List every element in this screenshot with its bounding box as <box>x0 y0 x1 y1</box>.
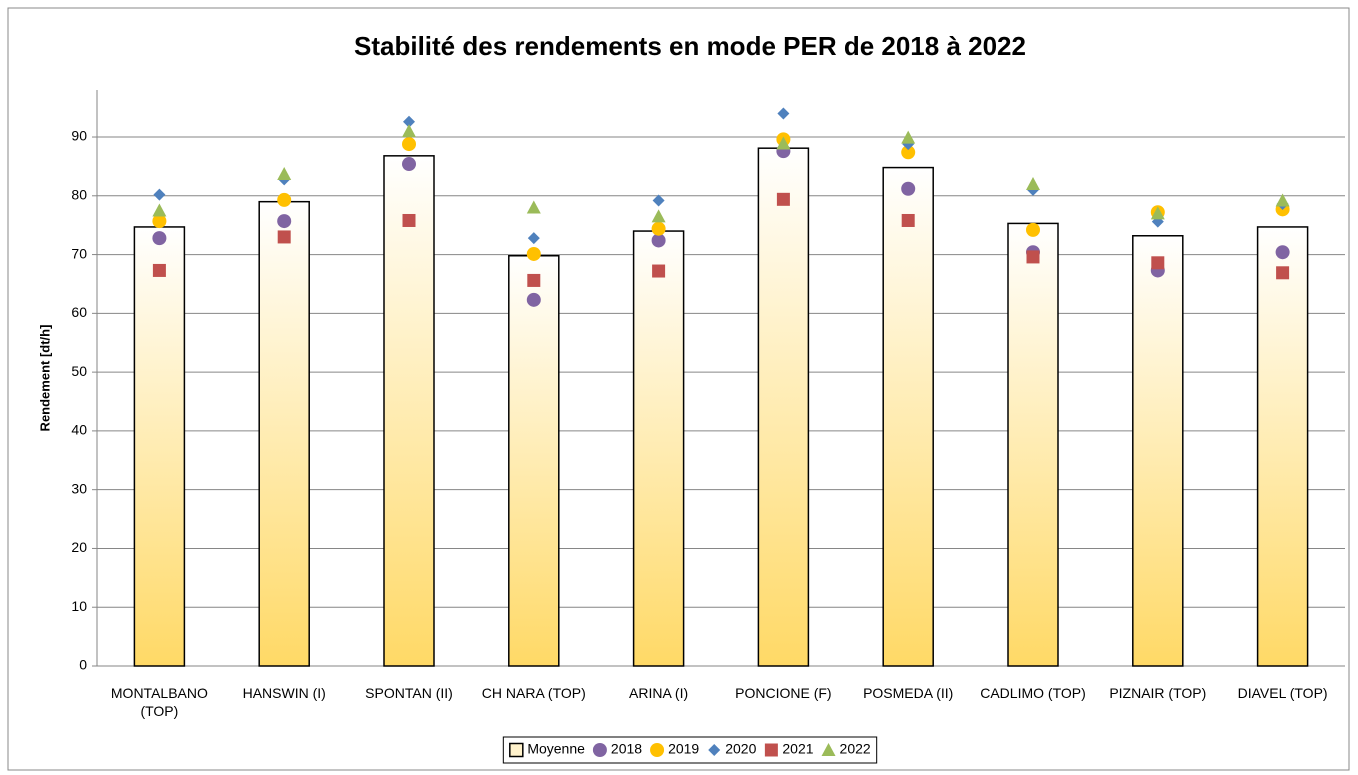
bar <box>1256 226 1309 667</box>
data-point <box>526 246 541 261</box>
data-point <box>277 214 292 229</box>
data-point <box>526 200 541 214</box>
x-tick-label: DIAVEL (TOP) <box>1237 685 1328 701</box>
x-tick-label: CH NARA (TOP) <box>481 685 586 701</box>
bar <box>133 226 186 667</box>
legend-swatch <box>821 743 836 756</box>
legend-swatch <box>509 742 524 758</box>
legend-swatch <box>764 743 778 757</box>
chart-title: Stabilité des rendements en mode PER de … <box>354 31 1026 61</box>
data-point <box>402 157 416 172</box>
data-point <box>776 136 791 150</box>
x-tick-label: MONTALBANO (TOP) <box>110 685 208 719</box>
data-point <box>402 137 416 152</box>
data-point <box>277 167 292 181</box>
legend: Moyenne 2018 2019 2020 2021 2022 <box>509 741 871 758</box>
data-point <box>277 230 291 244</box>
x-tick-label: HANSWIN (I) <box>242 685 326 701</box>
data-point <box>1275 193 1290 207</box>
y-tick-label: 80 <box>71 186 87 202</box>
data-point <box>527 273 541 287</box>
legend-label: 2022 <box>840 741 871 757</box>
data-point <box>901 145 916 160</box>
x-tick-label: PONCIONE (F) <box>735 685 832 701</box>
x-tick-label: CADLIMO (TOP) <box>980 685 1086 701</box>
data-point <box>152 231 167 246</box>
bar <box>1007 222 1059 667</box>
y-tick-label: 50 <box>71 363 87 379</box>
data-point <box>651 233 666 248</box>
y-tick-label: 10 <box>71 598 87 614</box>
y-tick-label: 60 <box>71 304 87 320</box>
data-point <box>152 214 167 229</box>
data-point <box>1275 245 1290 260</box>
data-point <box>153 188 166 201</box>
data-point <box>777 107 790 120</box>
data-point <box>776 192 790 206</box>
data-point <box>651 209 666 223</box>
y-tick-label: 70 <box>71 245 87 261</box>
bar <box>632 230 685 667</box>
legend-swatch <box>708 744 721 756</box>
x-tick-label: PIZNAIR (TOP) <box>1109 685 1207 701</box>
y-tick-label: 40 <box>71 422 87 438</box>
bar <box>1132 235 1184 667</box>
legend-label: Moyenne <box>527 741 585 757</box>
bar <box>383 155 435 667</box>
x-tick-label: SPONTAN (II) <box>365 685 453 701</box>
legend-label: 2021 <box>782 741 813 757</box>
y-tick-label: 0 <box>79 657 87 673</box>
data-point <box>277 192 292 207</box>
legend-label: 2018 <box>611 741 642 757</box>
data-point <box>152 263 166 277</box>
data-point <box>1026 222 1040 237</box>
data-point <box>402 213 416 227</box>
legend-swatch <box>592 743 607 757</box>
y-tick-label: 20 <box>71 539 87 555</box>
data-point <box>1276 266 1290 280</box>
legend-label: 2019 <box>668 741 699 757</box>
data-point <box>901 213 915 227</box>
data-point <box>1026 250 1040 264</box>
data-point <box>1150 206 1165 220</box>
data-point <box>652 194 665 207</box>
y-axis-label: Rendement [dt/h] <box>37 325 52 432</box>
x-tick-label: POSMEDA (II) <box>863 685 954 701</box>
data-point <box>403 115 415 128</box>
bar <box>757 147 810 667</box>
data-point <box>1151 256 1165 270</box>
y-tick-label: 30 <box>71 480 87 496</box>
y-tick-label: 90 <box>71 128 87 144</box>
data-point <box>651 221 666 236</box>
data-point <box>527 232 540 245</box>
data-point <box>152 203 167 217</box>
data-point <box>1026 177 1040 191</box>
data-point <box>402 124 416 138</box>
bar <box>258 200 310 667</box>
x-tick-label: ARINA (I) <box>629 685 689 701</box>
data-point <box>901 130 916 144</box>
bar <box>882 166 934 667</box>
legend-label: 2020 <box>725 741 756 757</box>
legend-swatch <box>650 743 665 757</box>
data-point <box>526 292 541 307</box>
bar <box>508 254 560 667</box>
data-point <box>652 264 666 278</box>
data-point <box>901 181 916 196</box>
legend-box <box>502 736 878 764</box>
